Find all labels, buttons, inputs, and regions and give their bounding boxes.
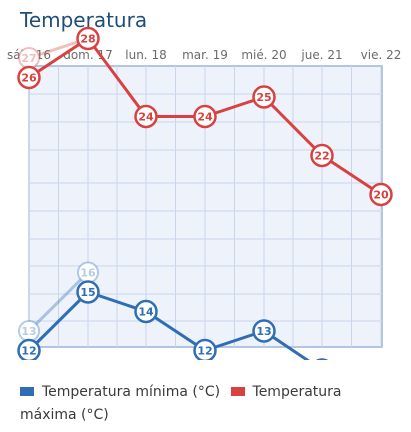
series-max-point <box>369 182 393 207</box>
x-tick-label: lun. 18 <box>125 48 166 62</box>
series-max-data-label: 25 <box>256 91 271 104</box>
legend-item-min[interactable]: Temperatura mínima (°C) <box>20 384 220 400</box>
series-min-point <box>134 299 158 324</box>
series-max-point <box>193 104 217 129</box>
legend-item-max[interactable]: Temperatura máxima (°C) <box>20 384 341 423</box>
legend-swatch-max <box>230 386 245 396</box>
series-min-data-label: 12 <box>197 345 212 358</box>
series-min-point <box>193 338 217 360</box>
series-min-data-label: 13 <box>256 325 271 338</box>
legend-swatch-min <box>20 386 34 396</box>
x-tick-label: vie. 22 <box>361 48 402 62</box>
series-max-data-label: 24 <box>138 111 154 124</box>
series-max-data-label: 22 <box>314 150 329 163</box>
series-max-point <box>134 104 158 129</box>
series-max-point <box>252 85 276 109</box>
series-min-data-label: 15 <box>80 286 95 299</box>
series-min-ghost-line <box>27 271 90 333</box>
series-min-data-label: 14 <box>138 306 154 319</box>
series-max-data-label: 20 <box>373 189 389 202</box>
series-min-point <box>252 319 276 343</box>
series-min-point <box>17 338 41 360</box>
chart-legend: Temperatura mínima (°C) Temperatura máxi… <box>20 381 400 427</box>
series-min-ghost-label: 16 <box>80 267 96 280</box>
series-max-data-label: 28 <box>80 33 95 46</box>
x-tick-label: mié. 20 <box>241 48 286 62</box>
x-tick-label: jue. 21 <box>300 48 342 62</box>
series-max-point <box>310 143 334 168</box>
series-max-data-label: 26 <box>21 72 37 85</box>
series-min-point <box>76 280 100 304</box>
x-tick-label: mar. 19 <box>182 48 228 62</box>
x-tick-label: dom. 17 <box>63 48 113 62</box>
legend-label-min: Temperatura mínima (°C) <box>42 384 221 400</box>
series-min-ghost-label: 13 <box>21 325 36 338</box>
series-max-point <box>17 65 41 90</box>
series-max-ghost-label: 27 <box>21 52 36 65</box>
legend-label-max: Temperatura máxima (°C) <box>20 384 342 423</box>
series-min-point <box>315 358 329 360</box>
series-min-data-label: 12 <box>21 345 36 358</box>
series-max-data-label: 24 <box>197 111 213 124</box>
series-max-point <box>76 26 100 51</box>
